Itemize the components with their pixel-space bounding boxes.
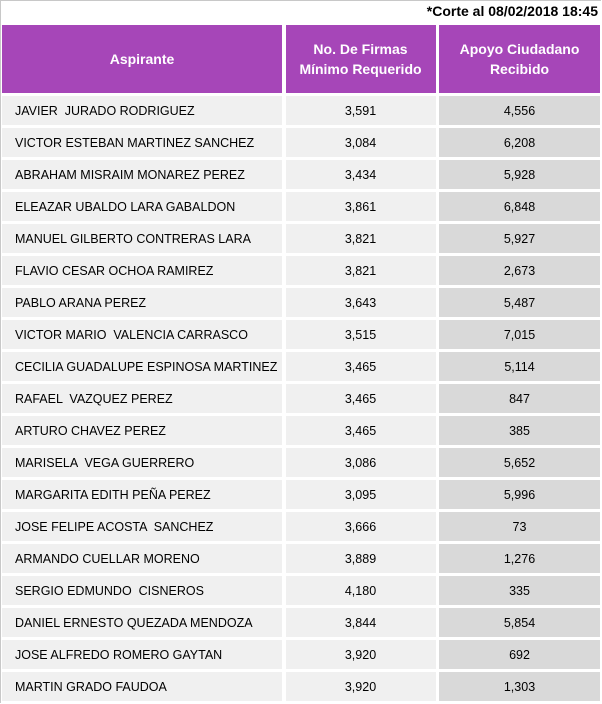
apoyo-recibido-cell: 73 bbox=[439, 512, 600, 541]
table-body: JAVIER JURADO RODRIGUEZ 3,591 4,556 VICTOR … bbox=[2, 96, 600, 701]
apoyo-recibido-cell: 5,652 bbox=[439, 448, 600, 477]
table-row: VICTOR MARIO VALENCIA CARRASCO 3,515 7,015 bbox=[2, 320, 600, 349]
aspirante-cell: ELEAZAR UBALDO LARA GABALDON bbox=[2, 192, 282, 221]
aspirante-cell: RAFAEL VAZQUEZ PEREZ bbox=[2, 384, 282, 413]
table-row: ARMANDO CUELLAR MORENO 3,889 1,276 bbox=[2, 544, 600, 573]
minimo-requerido-cell: 3,920 bbox=[285, 672, 436, 701]
aspirante-cell: JAVIER JURADO RODRIGUEZ bbox=[2, 96, 282, 125]
minimo-requerido-cell: 3,666 bbox=[285, 512, 436, 541]
aspirante-cell: MANUEL GILBERTO CONTRERAS LARA bbox=[2, 224, 282, 253]
aspirantes-table: Aspirante No. De Firmas Mínimo Requerido … bbox=[2, 25, 600, 704]
table-row: PABLO ARANA PEREZ 3,643 5,487 bbox=[2, 288, 600, 317]
minimo-requerido-cell: 3,086 bbox=[285, 448, 436, 477]
minimo-requerido-cell: 3,465 bbox=[285, 352, 436, 381]
minimo-requerido-cell: 3,643 bbox=[285, 288, 436, 317]
table-row: VICTOR ESTEBAN MARTINEZ SANCHEZ 3,084 6,20… bbox=[2, 128, 600, 157]
aspirante-cell: MARTIN GRADO FAUDOA bbox=[2, 672, 282, 701]
header-apoyo-line1: Apoyo Ciudadano bbox=[459, 41, 580, 57]
aspirante-cell: JOSE FELIPE ACOSTA SANCHEZ bbox=[2, 512, 282, 541]
table-row: RAFAEL VAZQUEZ PEREZ 3,465 847 bbox=[2, 384, 600, 413]
minimo-requerido-cell: 3,821 bbox=[285, 256, 436, 285]
aspirante-cell: SERGIO EDMUNDO CISNEROS bbox=[2, 576, 282, 605]
minimo-requerido-cell: 3,465 bbox=[285, 416, 436, 445]
apoyo-recibido-cell: 335 bbox=[439, 576, 600, 605]
apoyo-recibido-cell: 5,927 bbox=[439, 224, 600, 253]
table-row: MARISELA VEGA GUERRERO 3,086 5,652 bbox=[2, 448, 600, 477]
minimo-requerido-cell: 3,889 bbox=[285, 544, 436, 573]
apoyo-recibido-cell: 692 bbox=[439, 640, 600, 669]
header-firmas-minimo: No. De Firmas Mínimo Requerido bbox=[285, 25, 436, 93]
apoyo-recibido-cell: 5,928 bbox=[439, 160, 600, 189]
table-row: SERGIO EDMUNDO CISNEROS 4,180 335 bbox=[2, 576, 600, 605]
apoyo-recibido-cell: 7,015 bbox=[439, 320, 600, 349]
table-row: MARTIN GRADO FAUDOA 3,920 1,303 bbox=[2, 672, 600, 701]
aspirante-cell: MARISELA VEGA GUERRERO bbox=[2, 448, 282, 477]
aspirante-cell: ABRAHAM MISRAIM MONAREZ PEREZ bbox=[2, 160, 282, 189]
minimo-requerido-cell: 3,095 bbox=[285, 480, 436, 509]
minimo-requerido-cell: 3,515 bbox=[285, 320, 436, 349]
header-firmas-line2: Mínimo Requerido bbox=[299, 61, 422, 77]
aspirante-cell: FLAVIO CESAR OCHOA RAMIREZ bbox=[2, 256, 282, 285]
minimo-requerido-cell: 3,821 bbox=[285, 224, 436, 253]
minimo-requerido-cell: 3,920 bbox=[285, 640, 436, 669]
apoyo-recibido-cell: 2,673 bbox=[439, 256, 600, 285]
table-header: Aspirante No. De Firmas Mínimo Requerido … bbox=[2, 25, 600, 93]
header-firmas-line1: No. De Firmas bbox=[313, 41, 408, 57]
apoyo-recibido-cell: 5,854 bbox=[439, 608, 600, 637]
apoyo-recibido-cell: 385 bbox=[439, 416, 600, 445]
aspirante-cell: VICTOR MARIO VALENCIA CARRASCO bbox=[2, 320, 282, 349]
header-apoyo-recibido: Apoyo Ciudadano Recibido bbox=[439, 25, 600, 93]
apoyo-recibido-cell: 4,556 bbox=[439, 96, 600, 125]
apoyo-recibido-cell: 1,276 bbox=[439, 544, 600, 573]
apoyo-recibido-cell: 5,996 bbox=[439, 480, 600, 509]
minimo-requerido-cell: 4,180 bbox=[285, 576, 436, 605]
minimo-requerido-cell: 3,861 bbox=[285, 192, 436, 221]
minimo-requerido-cell: 3,844 bbox=[285, 608, 436, 637]
minimo-requerido-cell: 3,084 bbox=[285, 128, 436, 157]
aspirante-cell: VICTOR ESTEBAN MARTINEZ SANCHEZ bbox=[2, 128, 282, 157]
table-row: CECILIA GUADALUPE ESPINOSA MARTINEZ 3,465… bbox=[2, 352, 600, 381]
aspirante-cell: CECILIA GUADALUPE ESPINOSA MARTINEZ bbox=[2, 352, 282, 381]
apoyo-recibido-cell: 5,487 bbox=[439, 288, 600, 317]
table-row: JOSE ALFREDO ROMERO GAYTAN 3,920 692 bbox=[2, 640, 600, 669]
table-row: ELEAZAR UBALDO LARA GABALDON 3,861 6,848 bbox=[2, 192, 600, 221]
aspirante-cell: ARMANDO CUELLAR MORENO bbox=[2, 544, 282, 573]
table-row: ABRAHAM MISRAIM MONAREZ PEREZ 3,434 5,928 bbox=[2, 160, 600, 189]
apoyo-recibido-cell: 5,114 bbox=[439, 352, 600, 381]
header-apoyo-line2: Recibido bbox=[489, 61, 550, 77]
table-row: JOSE FELIPE ACOSTA SANCHEZ 3,666 73 bbox=[2, 512, 600, 541]
aspirante-cell: JOSE ALFREDO ROMERO GAYTAN bbox=[2, 640, 282, 669]
table-row: FLAVIO CESAR OCHOA RAMIREZ 3,821 2,673 bbox=[2, 256, 600, 285]
table-row: MANUEL GILBERTO CONTRERAS LARA 3,821 5,927 bbox=[2, 224, 600, 253]
aspirante-cell: MARGARITA EDITH PEÑA PEREZ bbox=[2, 480, 282, 509]
cutoff-timestamp: *Corte al 08/02/2018 18:45 bbox=[426, 3, 598, 19]
minimo-requerido-cell: 3,591 bbox=[285, 96, 436, 125]
table-row: JAVIER JURADO RODRIGUEZ 3,591 4,556 bbox=[2, 96, 600, 125]
minimo-requerido-cell: 3,465 bbox=[285, 384, 436, 413]
table-row: DANIEL ERNESTO QUEZADA MENDOZA 3,844 5,854 bbox=[2, 608, 600, 637]
header-aspirante: Aspirante bbox=[2, 25, 282, 93]
apoyo-recibido-cell: 847 bbox=[439, 384, 600, 413]
apoyo-recibido-cell: 6,208 bbox=[439, 128, 600, 157]
minimo-requerido-cell: 3,434 bbox=[285, 160, 436, 189]
aspirante-cell: ARTURO CHAVEZ PEREZ bbox=[2, 416, 282, 445]
aspirante-cell: DANIEL ERNESTO QUEZADA MENDOZA bbox=[2, 608, 282, 637]
table-row: ARTURO CHAVEZ PEREZ 3,465 385 bbox=[2, 416, 600, 445]
apoyo-recibido-cell: 6,848 bbox=[439, 192, 600, 221]
table-row: MARGARITA EDITH PEÑA PEREZ 3,095 5,996 bbox=[2, 480, 600, 509]
apoyo-recibido-cell: 1,303 bbox=[439, 672, 600, 701]
aspirante-cell: PABLO ARANA PEREZ bbox=[2, 288, 282, 317]
